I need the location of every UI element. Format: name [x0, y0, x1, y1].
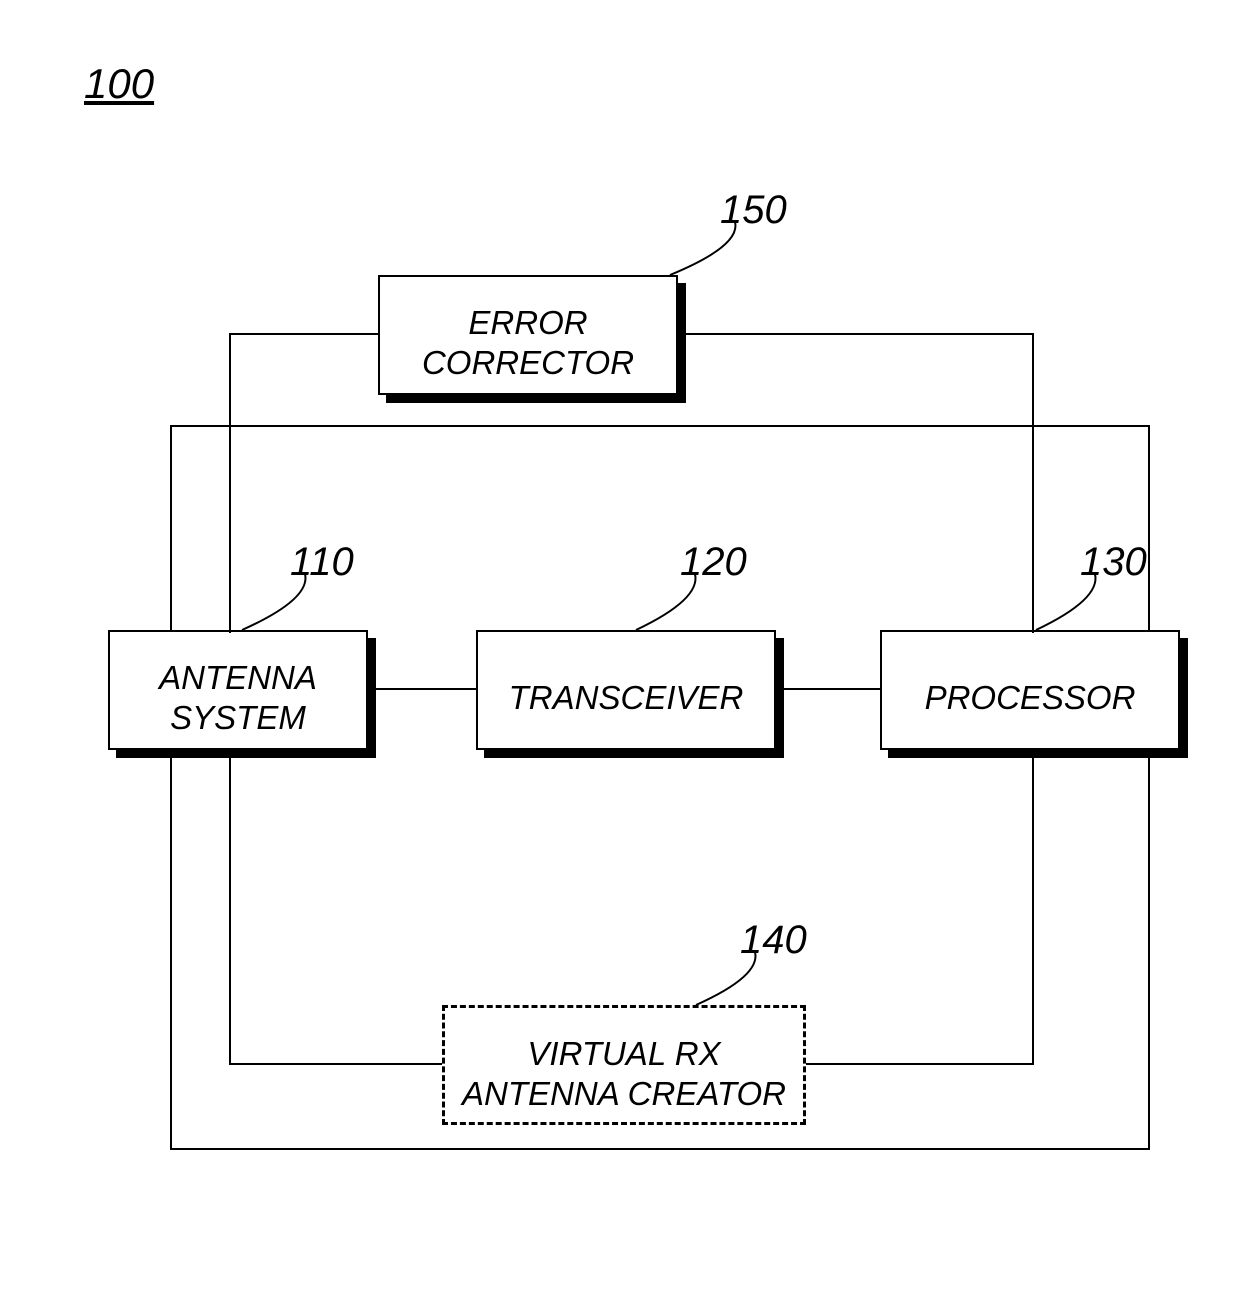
processor-block: PROCESSOR — [880, 630, 1180, 750]
leader-antenna_system — [230, 570, 317, 634]
error-corrector-block: ERRORCORRECTOR — [378, 275, 678, 395]
transceiver-label: TRANSCEIVER — [478, 678, 774, 718]
leader-transceiver — [624, 570, 707, 634]
antenna-system-block: ANTENNASYSTEM — [108, 630, 368, 750]
leader-virtual_rx — [684, 948, 767, 1009]
connection-line-6 — [229, 748, 231, 1063]
virtual-rx-block: VIRTUAL RXANTENNA CREATOR — [442, 1005, 806, 1125]
connection-line-2 — [229, 333, 378, 335]
transceiver-block: TRANSCEIVER — [476, 630, 776, 750]
connection-line-3 — [229, 333, 231, 633]
connection-line-0 — [368, 688, 476, 690]
connection-line-8 — [806, 1063, 1034, 1065]
antenna-system-label: ANTENNASYSTEM — [110, 658, 366, 737]
connection-line-7 — [229, 1063, 442, 1065]
processor-label: PROCESSOR — [882, 678, 1178, 718]
connection-line-4 — [678, 333, 1034, 335]
leader-processor — [1024, 570, 1107, 634]
connection-line-9 — [1032, 748, 1034, 1063]
leader-error_corrector — [658, 218, 747, 279]
connection-line-1 — [776, 688, 880, 690]
figure-number-label: 100 — [84, 60, 154, 108]
error-corrector-label: ERRORCORRECTOR — [380, 303, 676, 382]
connection-line-5 — [1032, 333, 1034, 633]
virtual-rx-label: VIRTUAL RXANTENNA CREATOR — [445, 1034, 803, 1113]
